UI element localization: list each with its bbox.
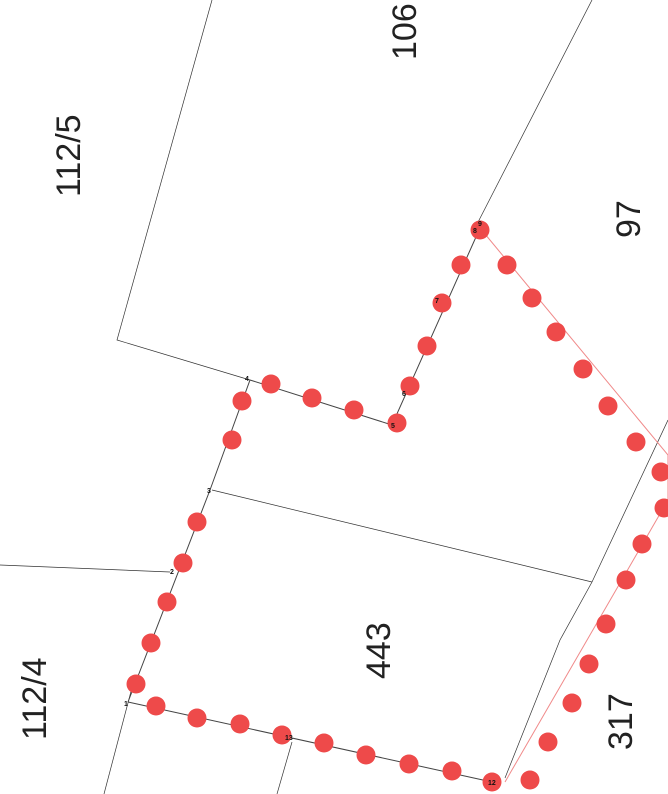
survey-marker-group [126,220,668,792]
survey-marker [520,770,540,790]
vertex-label: 2 [170,569,174,576]
survey-marker [596,614,616,634]
survey-marker [187,708,207,728]
vertex-label: 5 [391,423,395,430]
vertex-label: 6 [402,391,406,398]
parcel-label-443: 443 [360,622,398,679]
vertex-label: 13 [285,735,293,742]
vertex-label: 1 [124,701,128,708]
survey-marker [146,696,166,716]
parcel-line [211,489,593,583]
surveyed-boundary-line [127,701,493,783]
parcel-line [473,0,593,231]
survey-marker [173,553,193,573]
parcel-label-112-4: 112/4 [16,657,54,740]
vertex-label: 9 [478,221,482,228]
vertex-label: 12 [488,780,496,787]
survey-marker [400,376,420,396]
vertex-label: 3 [207,488,211,495]
survey-marker [442,761,462,781]
survey-marker [573,359,593,379]
vertex-label: 7 [435,298,439,305]
survey-marker [546,322,566,342]
survey-marker [451,255,471,275]
parcel-labels: 106 112/5 97 443 112/4 317 [16,3,648,750]
survey-marker [497,255,517,275]
parcel-line [116,0,251,381]
survey-marker [232,391,252,411]
survey-marker [654,498,668,518]
survey-marker [261,374,281,394]
parcel-line [276,741,293,794]
survey-marker [302,388,322,408]
survey-marker [399,754,419,774]
survey-marker [482,772,502,792]
survey-marker [222,430,242,450]
survey-marker [356,745,376,765]
survey-marker [538,732,558,752]
parcel-label-112-5: 112/5 [50,114,88,197]
survey-marker [562,693,582,713]
survey-marker [417,336,437,356]
vertex-label: 8 [473,228,477,235]
parcel-line [504,419,668,779]
survey-marker [470,220,490,240]
parcel-label-317: 317 [602,693,640,750]
survey-marker [126,674,146,694]
survey-marker [230,714,250,734]
parcel-label-106: 106 [386,3,424,60]
survey-marker [632,534,652,554]
survey-marker [651,462,668,482]
vertex-labels: 1 2 3 4 5 6 7 8 9 12 13 [124,221,496,787]
survey-marker [432,293,452,313]
survey-marker [626,432,646,452]
survey-marker [598,396,618,416]
survey-marker [141,633,161,653]
survey-marker [344,400,364,420]
survey-marker [616,570,636,590]
survey-marker [314,733,334,753]
parcel-line [0,564,171,573]
pink-boundary-line [479,227,668,783]
survey-marker [522,288,542,308]
survey-marker [387,413,407,433]
survey-marker [187,512,207,532]
vertex-label: 4 [245,376,249,383]
parcel-label-97: 97 [610,200,648,238]
surveyed-boundary-line [127,227,481,703]
survey-marker [157,592,177,612]
survey-marker [579,654,599,674]
survey-marker [272,725,292,745]
